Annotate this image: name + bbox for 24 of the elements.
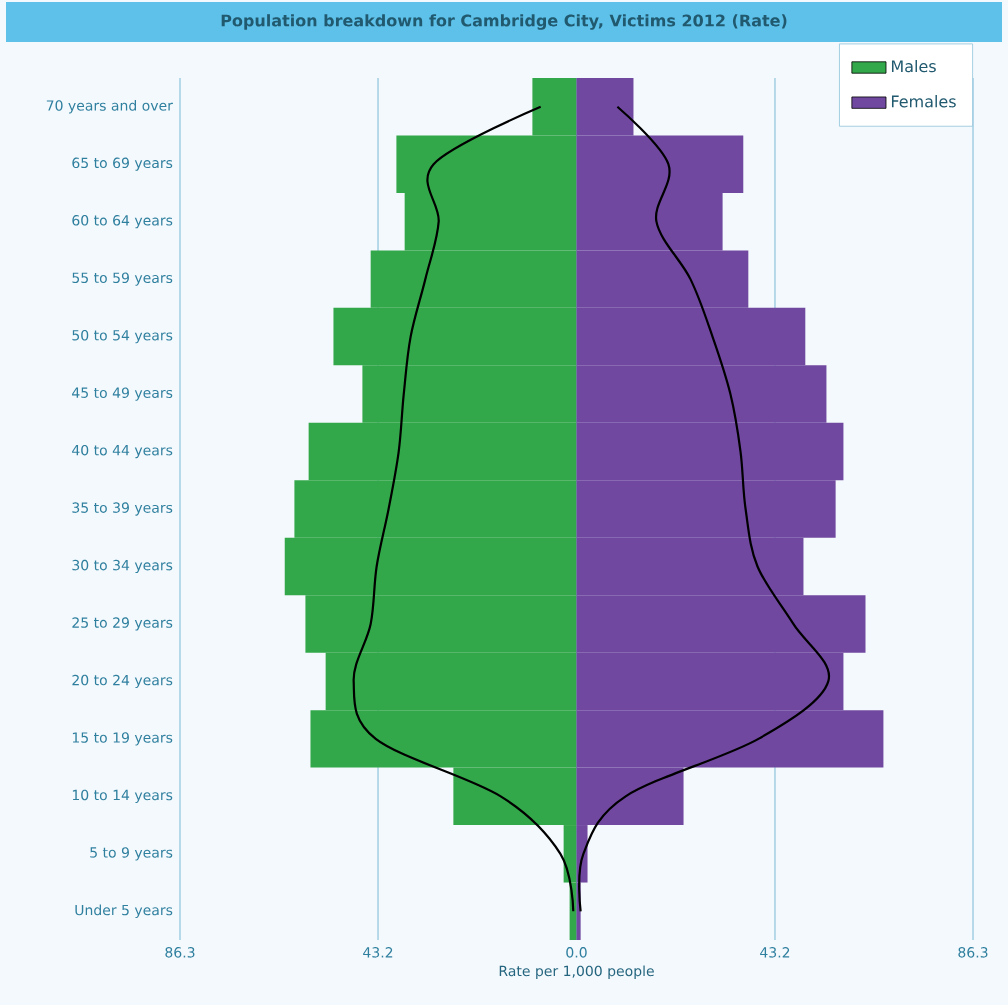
y-tick-label: 65 to 69 years [72,157,173,171]
y-tick-label: 15 to 19 years [72,732,173,746]
legend-label: Males [891,59,936,73]
y-tick-label: 45 to 49 years [72,387,173,401]
y-tick-label: 40 to 44 years [72,444,173,459]
x-axis-title: Rate per 1,000 people [499,965,654,979]
x-tick-label: 43.2 [363,947,393,958]
x-tick-label: 86.3 [165,947,195,958]
legend-label: Females [891,95,956,108]
y-tick-label: 70 years and over [46,99,173,114]
y-tick-label: 60 to 64 years [72,215,173,229]
y-tick-label: 30 to 34 years [72,559,173,574]
x-tick-label: 43.2 [760,947,790,958]
y-tick-label: 25 to 29 years [72,617,173,631]
y-tick-label: 20 to 24 years [72,674,173,689]
y-tick-label: 5 to 9 years [90,847,173,861]
y-tick-label: 55 to 59 years [72,272,173,286]
y-tick-label: Under 5 years [75,904,173,919]
y-tick-label: 35 to 39 years [72,502,173,516]
x-tick-label: 0.0 [566,947,587,958]
y-tick-label: 50 to 54 years [72,329,173,344]
x-tick-label: 86.3 [958,947,988,958]
y-tick-label: 10 to 14 years [72,789,173,803]
chart-title: Population breakdown for Cambridge City, Victims 2012 (Rate) [221,14,787,30]
